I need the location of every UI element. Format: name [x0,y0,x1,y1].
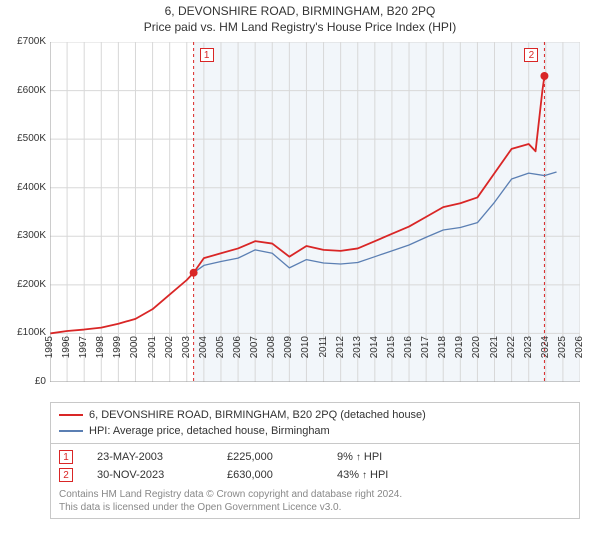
y-axis-label: £500K [4,133,46,144]
x-axis-label: 2019 [454,336,465,372]
x-axis-label: 2013 [352,336,363,372]
x-axis-label: 1997 [78,336,89,372]
x-axis-label: 2009 [283,336,294,372]
chart-svg [50,42,580,382]
x-axis-label: 2011 [318,336,329,372]
y-axis-label: £200K [4,279,46,290]
x-axis-label: 2018 [437,336,448,372]
disclaimer: Contains HM Land Registry data © Crown c… [51,486,579,518]
x-axis-label: 2005 [215,336,226,372]
legend-swatch-hpi [59,430,83,432]
x-axis-label: 2024 [540,336,551,372]
legend: 6, DEVONSHIRE ROAD, BIRMINGHAM, B20 2PQ … [51,403,579,444]
x-axis-label: 2021 [489,336,500,372]
sale-delta: 43% ↑ HPI [337,469,407,481]
sale-number-box: 1 [59,450,73,464]
y-axis-label: £0 [4,376,46,387]
x-axis-label: 2014 [369,336,380,372]
x-axis-label: 2015 [386,336,397,372]
legend-label-property: 6, DEVONSHIRE ROAD, BIRMINGHAM, B20 2PQ … [89,409,426,421]
y-axis-label: £300K [4,230,46,241]
sale-number-box: 2 [59,468,73,482]
x-axis-label: 1996 [61,336,72,372]
y-axis-label: £100K [4,327,46,338]
sale-row: 2 30-NOV-2023£630,00043% ↑ HPI [59,466,571,484]
x-axis-label: 2001 [147,336,158,372]
x-axis-label: 2023 [523,336,534,372]
sale-row: 1 23-MAY-2003£225,0009% ↑ HPI [59,448,571,466]
disclaimer-line2: This data is licensed under the Open Gov… [59,501,571,514]
x-axis-label: 2022 [506,336,517,372]
x-axis-label: 2000 [129,336,140,372]
x-axis-label: 2012 [335,336,346,372]
sale-price: £630,000 [227,469,337,481]
footer-box: 6, DEVONSHIRE ROAD, BIRMINGHAM, B20 2PQ … [50,402,580,519]
y-axis-label: £400K [4,182,46,193]
sale-delta: 9% ↑ HPI [337,451,407,463]
x-axis-label: 2020 [471,336,482,372]
x-axis-label: 2003 [181,336,192,372]
x-axis-label: 2004 [198,336,209,372]
x-axis-label: 2007 [249,336,260,372]
x-axis-label: 1998 [95,336,106,372]
up-arrow-icon: ↑ [362,470,367,481]
y-axis-label: £700K [4,36,46,47]
sale-marker-label: 1 [200,48,214,62]
sale-date: 30-NOV-2023 [97,469,227,481]
sale-price: £225,000 [227,451,337,463]
x-axis-label: 2025 [557,336,568,372]
sales-table: 1 23-MAY-2003£225,0009% ↑ HPI 2 30-NOV-2023… [51,444,579,486]
chart-area: £0£100K£200K£300K£400K£500K£600K£700K 12 [50,42,580,382]
disclaimer-line1: Contains HM Land Registry data © Crown c… [59,488,571,501]
legend-swatch-property [59,414,83,416]
x-axis-label: 2016 [403,336,414,372]
x-axis-label: 2026 [574,336,585,372]
up-arrow-icon: ↑ [356,452,361,463]
x-axis-label: 2002 [164,336,175,372]
sale-marker-label: 2 [524,48,538,62]
y-axis-label: £600K [4,85,46,96]
x-axis-label: 2006 [232,336,243,372]
sale-date: 23-MAY-2003 [97,451,227,463]
x-axis-label: 2008 [266,336,277,372]
x-axis-label: 2010 [300,336,311,372]
page-subtitle: Price paid vs. HM Land Registry's House … [0,20,600,34]
x-axis-label: 2017 [420,336,431,372]
legend-label-hpi: HPI: Average price, detached house, Birm… [89,425,330,437]
x-axis-label: 1999 [112,336,123,372]
page-title: 6, DEVONSHIRE ROAD, BIRMINGHAM, B20 2PQ [0,4,600,18]
x-axis-label: 1995 [44,336,55,372]
